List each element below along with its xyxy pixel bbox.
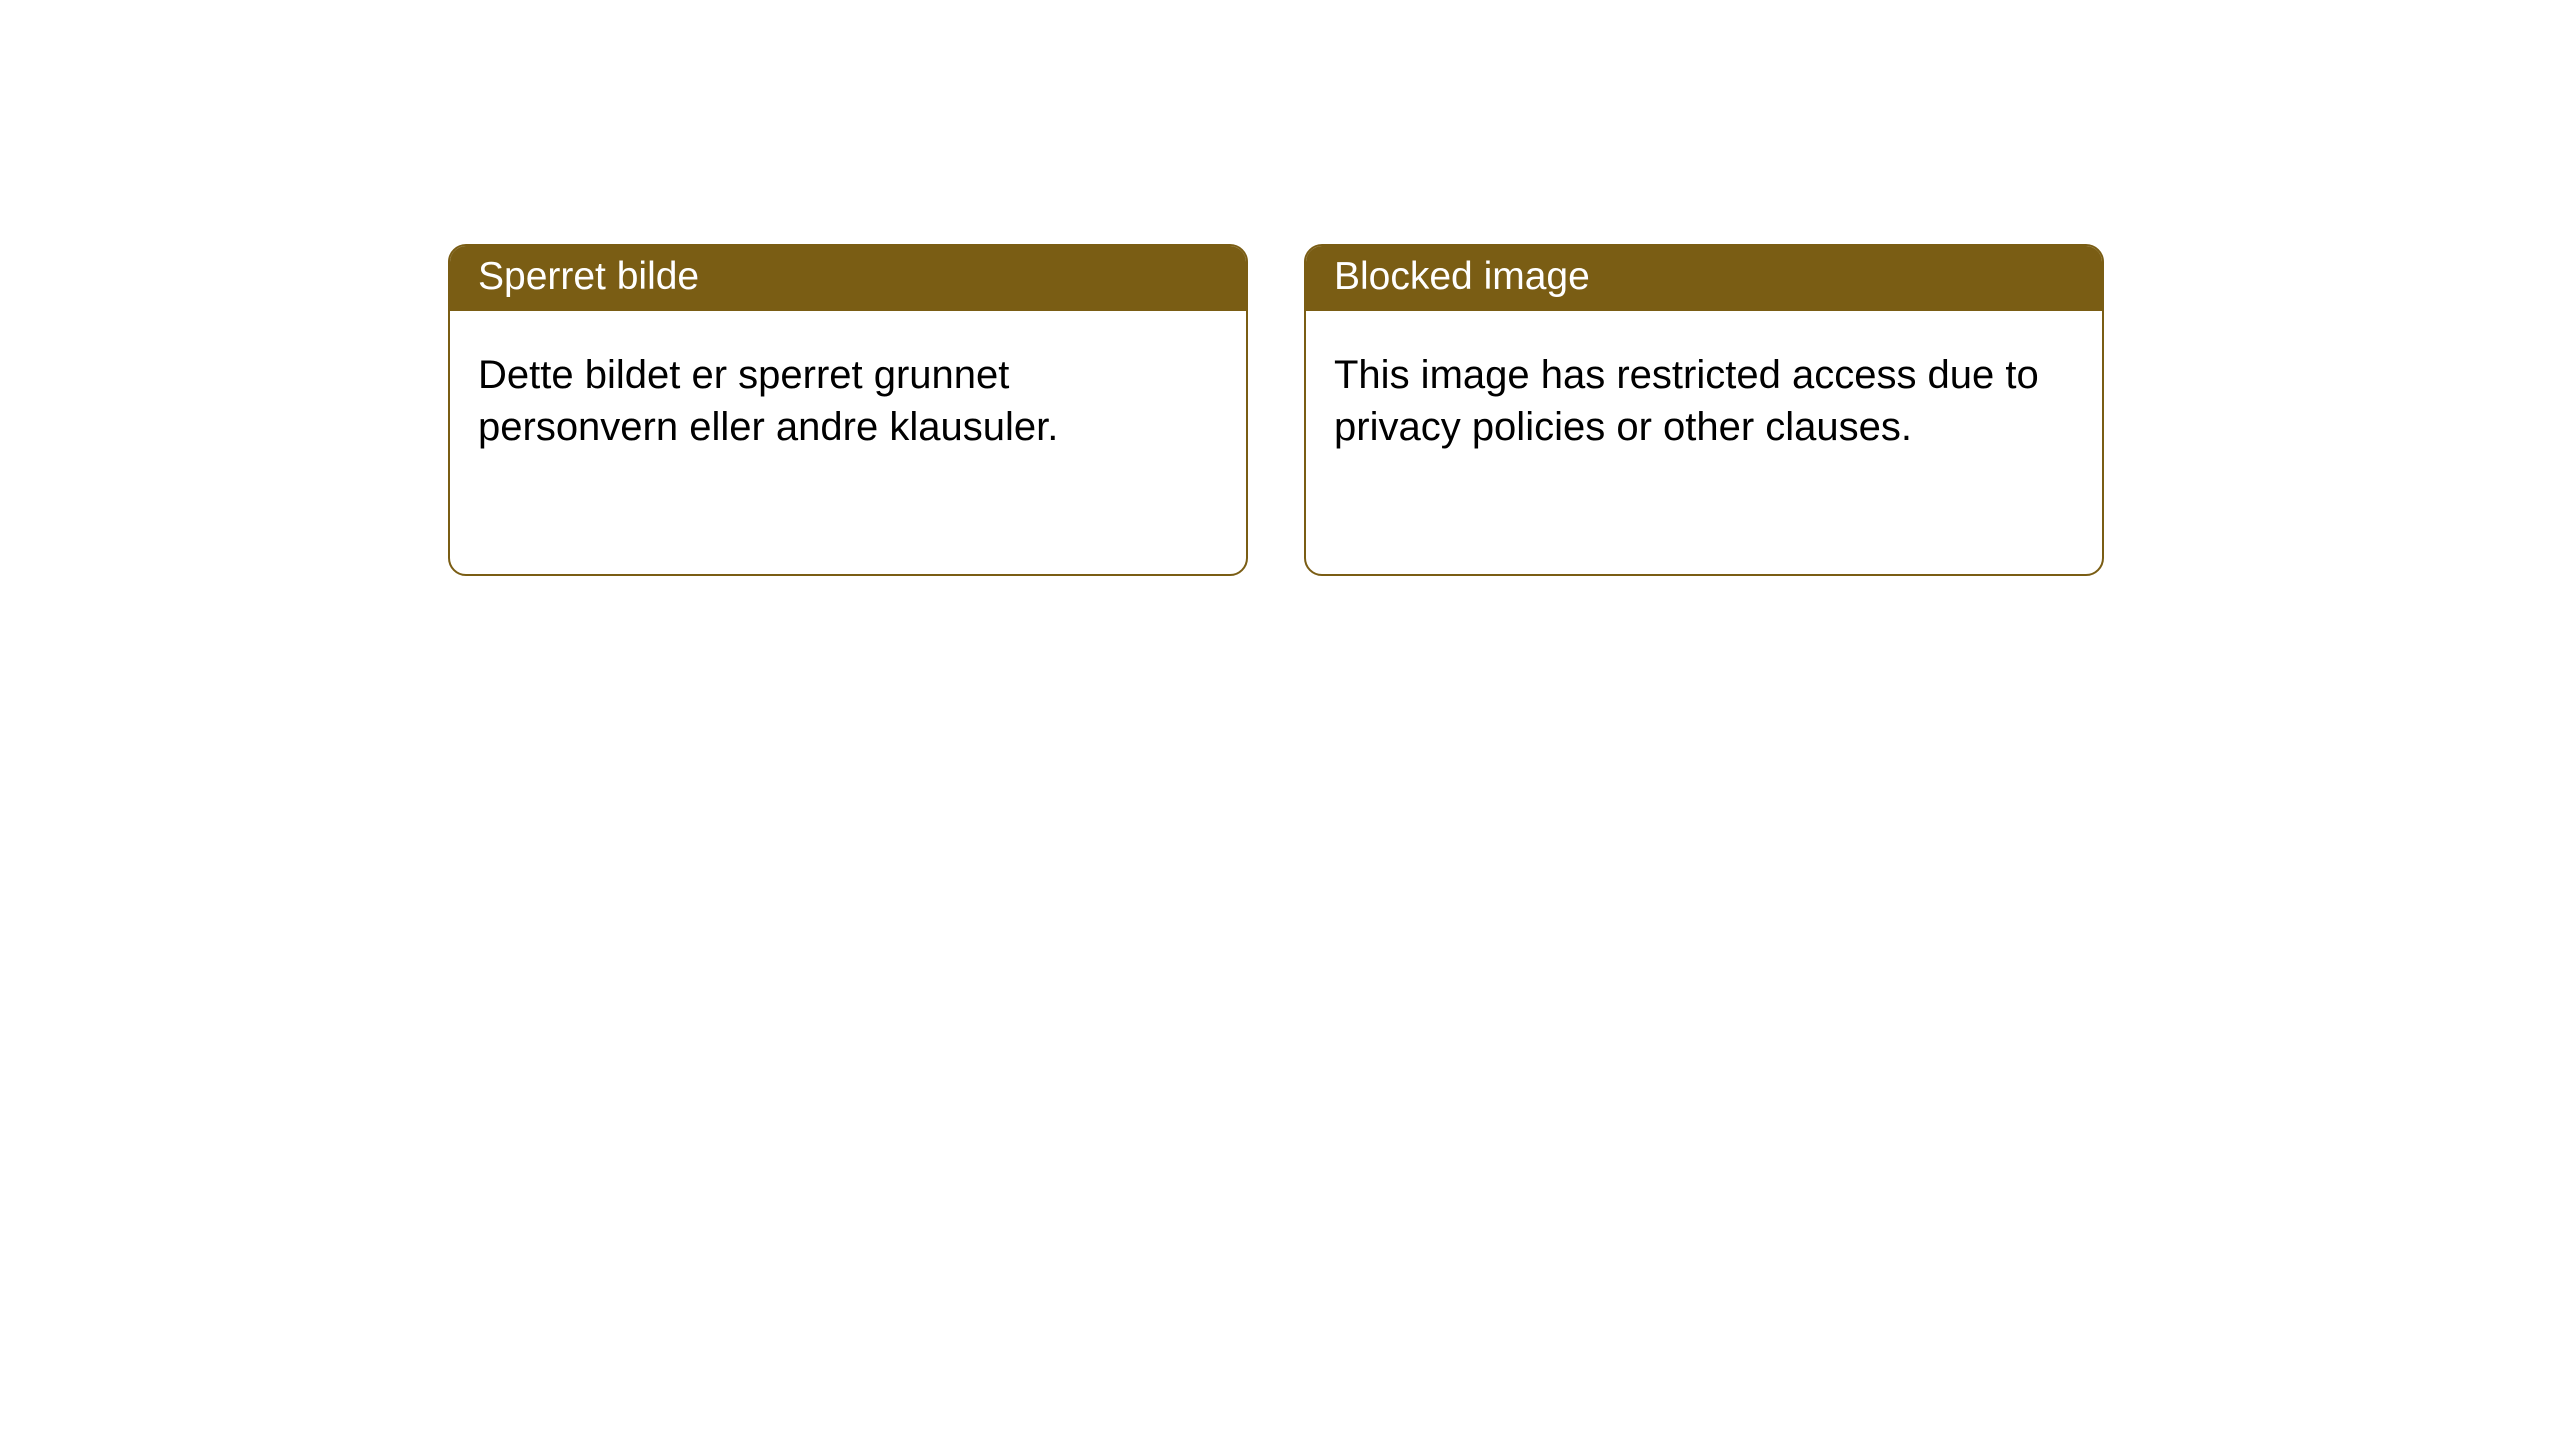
notice-card-header: Blocked image [1306,246,2102,311]
notice-card-norwegian: Sperret bilde Dette bildet er sperret gr… [448,244,1248,576]
notice-cards-container: Sperret bilde Dette bildet er sperret gr… [0,0,2560,576]
notice-card-header: Sperret bilde [450,246,1246,311]
notice-card-english: Blocked image This image has restricted … [1304,244,2104,576]
notice-card-body: This image has restricted access due to … [1306,311,2102,481]
notice-card-body: Dette bildet er sperret grunnet personve… [450,311,1246,481]
